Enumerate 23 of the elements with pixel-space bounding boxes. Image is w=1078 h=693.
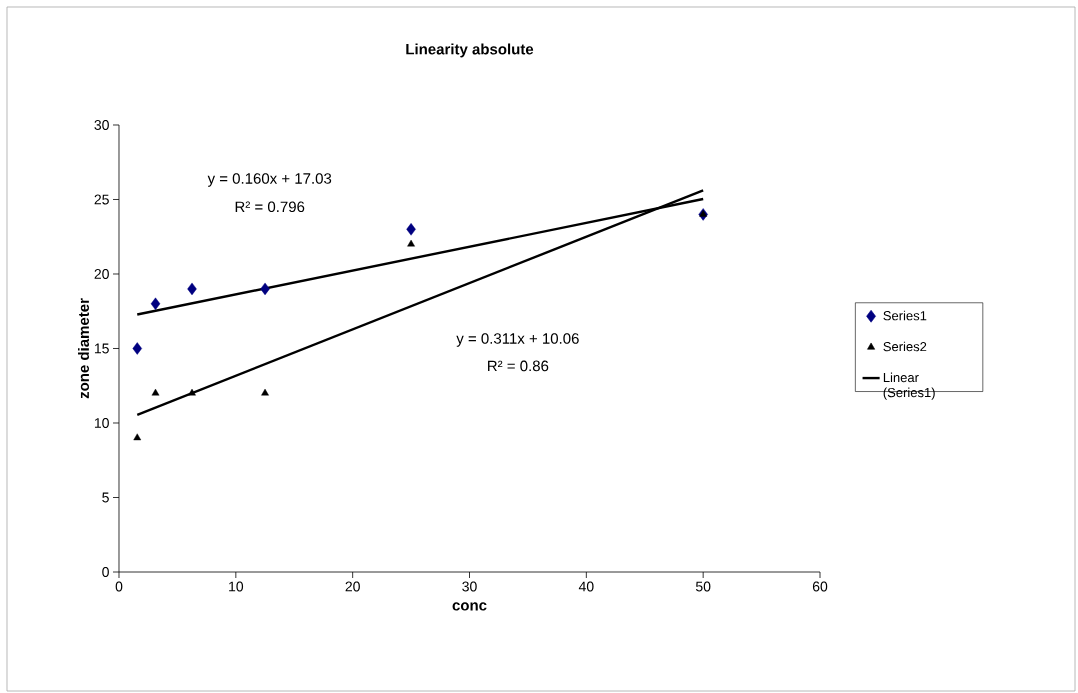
- x-tick-label: 20: [345, 581, 360, 592]
- y-tick-label: 0: [102, 567, 109, 577]
- annotation: R² = 0.86: [488, 360, 549, 372]
- y-tick-label: 30: [94, 120, 109, 130]
- x-tick-label: 30: [462, 581, 477, 592]
- legend-label: Series2: [883, 341, 927, 352]
- x-tick-label: 40: [578, 581, 594, 592]
- chart-title: Linearity absolute: [406, 43, 534, 58]
- x-axis-title: conc: [452, 602, 487, 611]
- x-tick-label: 0: [115, 581, 123, 592]
- x-tick-label: 50: [695, 581, 711, 592]
- y-axis-title: zone diameter: [78, 298, 90, 399]
- annotation: R² = 0.796: [235, 201, 305, 213]
- y-tick-label: 20: [94, 269, 109, 279]
- annotation: y = 0.311x + 10.06: [456, 333, 579, 347]
- x-tick-label: 60: [812, 581, 828, 592]
- y-tick-label: 25: [94, 194, 109, 205]
- x-tick-label: 10: [229, 581, 244, 592]
- annotation: y = 0.160x + 17.03: [207, 173, 332, 187]
- y-tick-label: 5: [102, 492, 109, 503]
- y-tick-label: 15: [94, 343, 109, 354]
- y-tick-label: 10: [94, 418, 109, 428]
- legend-label: Series1: [883, 310, 927, 321]
